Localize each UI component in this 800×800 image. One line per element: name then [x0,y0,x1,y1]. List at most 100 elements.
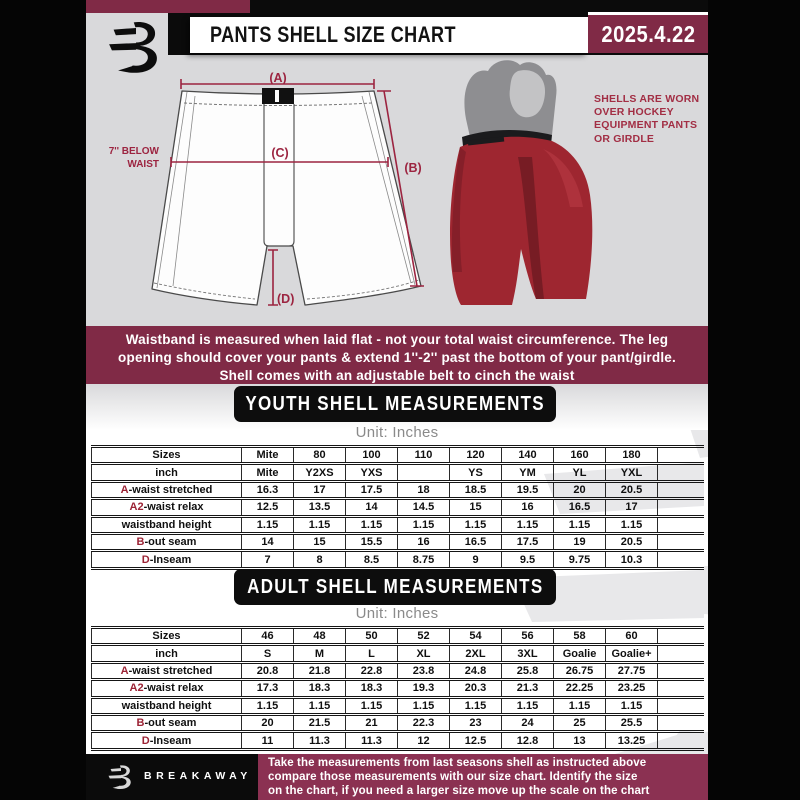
table-cell: 21.3 [501,678,554,698]
table-cell: YM [501,462,554,482]
table-cell: 18 [397,479,450,499]
size-table: Sizes Mite 80 100 110 120 140 160 180 inch Mite Y2X… [91,444,704,570]
table-cell: 12.5 [241,497,294,517]
table-cell: 11 [241,730,294,751]
table-cell: 1.15 [605,695,658,715]
footer-line: compare those measurements with our size… [268,770,638,783]
title-box: PANTS SHELL SIZE CHART [190,17,588,53]
table-cell: 24 [501,712,554,732]
row-label-letter: A [120,664,129,677]
table-cell: YL [553,462,606,482]
table-cell-empty [657,730,704,751]
table-cell: 100 [345,444,398,464]
row-label-letter: B [136,536,145,549]
table-cell: 21.5 [293,712,346,732]
table-cell: 1.15 [397,514,450,534]
table-cell: 3XL [501,643,554,663]
breakaway-logo-icon [108,18,164,76]
table-cell: Y2XS [293,462,346,482]
table-cell: 16.3 [241,479,294,499]
banner-line: Waistband is measured when laid flat - n… [125,332,669,347]
shell-measurement-diagram: (A) (C) (B) (D) 7'' BELOW WAIST [109,71,424,306]
instruction-banner: Waistband is measured when laid flat - n… [86,326,708,384]
table-cell: 17.5 [501,531,554,551]
table-cell: 19 [553,531,606,551]
table-cell: 1.15 [293,695,346,715]
table-cell: YS [449,462,502,482]
youth-size-table: Sizes Mite 80 100 110 120 140 160 180 inch Mite Y2X… [91,444,704,570]
row-label-letter: D [141,553,150,566]
table-cell: 26.75 [553,660,606,680]
table-cell: 16.5 [449,531,502,551]
table-cell: 56 [501,625,554,645]
table-cell: 18.3 [345,678,398,698]
table-cell: 25.8 [501,660,554,680]
caption-line: SHELLS ARE WORN [594,93,700,105]
table-cell: 16.5 [553,497,606,517]
table-cell: 1.15 [553,514,606,534]
table-row: A2-waist relax 12.5 13.5 14 14.5 15 16 16.5 17 [91,497,704,517]
table-cell: 13.25 [605,730,658,751]
caption-line: EQUIPMENT PANTS [594,119,698,132]
table-cell: 80 [293,444,346,464]
table-cell: 25 [553,712,606,732]
table-row: inch S M L XL 2XL 3XL Goalie Goalie+ [91,643,704,663]
row-label: A-waist stretched [91,479,242,499]
table-cell: 1.15 [553,695,606,715]
table-cell: 140 [501,444,554,464]
table-cell: 20 [241,712,294,732]
table-cell: 14.5 [397,497,450,517]
measure-c-line [170,157,389,167]
table-cell: 110 [397,444,450,464]
table-cell: 9.75 [553,549,606,570]
table-cell: 160 [553,444,606,464]
table-cell: 48 [293,625,346,645]
row-label-letter: A [120,483,129,496]
row-label-letter: A2 [129,682,144,695]
youth-unit-label: Unit: Inches [355,424,439,441]
table-cell: 23 [449,712,502,732]
table-row: A2-waist relax 17.3 18.3 18.3 19.3 20.3 21.3 22… [91,678,704,698]
footer: BREAKAWAY Take the measurements from las… [86,754,708,800]
row-label-letter: D [141,734,150,747]
table-cell: YXL [605,462,658,482]
table-cell: 1.15 [345,695,398,715]
table-row: A-waist stretched 16.3 17 17.5 18 18.5 19.5 20 2… [91,479,704,499]
row-label: A-waist stretched [91,660,242,680]
row-label: inch [91,462,242,482]
caption-line: OVER HOCKEY [594,106,674,119]
table-cell-empty [657,514,704,534]
table-cell: 15 [293,531,346,551]
row-label: A2-waist relax [91,497,242,517]
table-row: A-waist stretched 20.8 21.8 22.8 23.8 24.8 25.… [91,660,704,680]
table-cell: 11.3 [345,730,398,751]
table-cell: 16 [397,531,450,551]
date-box: 2025.4.22 [588,12,708,53]
table-cell: 12.5 [449,730,502,751]
table-cell: 10.3 [605,549,658,570]
footer-line: on the chart, if you need a larger size … [268,784,650,797]
table-cell-empty [657,479,704,499]
table-cell-empty [657,549,704,570]
size-table: Sizes 46 48 50 52 54 56 58 60 inch S M L XL 2XL 3XL Goal… [91,625,704,751]
table-cell: 20.5 [605,531,658,551]
footer-line: Take the measurements from last seasons … [268,757,647,769]
table-cell: 17.3 [241,678,294,698]
row-label: A2-waist relax [91,678,242,698]
row-label: B-out seam [91,531,242,551]
table-cell: 1.15 [293,514,346,534]
page-title: PANTS SHELL SIZE CHART [210,22,456,47]
table-cell: 25.5 [605,712,658,732]
table-cell-empty [657,625,704,645]
table-cell: 22.3 [397,712,450,732]
table-cell: 12 [397,730,450,751]
waist-note-line1: 7'' BELOW [109,146,160,157]
table-cell: 1.15 [449,514,502,534]
table-cell: 1.15 [241,695,294,715]
table-row: D-Inseam 7 8 8.5 8.75 9 9.5 9.75 10.3 [91,549,704,570]
table-row: Sizes Mite 80 100 110 120 140 160 180 [91,444,704,464]
row-label-letter: B [136,717,145,730]
table-cell: 1.15 [605,514,658,534]
table-cell: 21.8 [293,660,346,680]
